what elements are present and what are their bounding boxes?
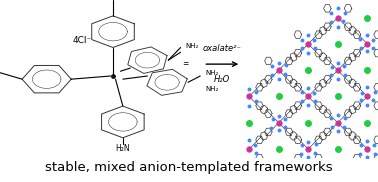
Text: stable, mixed anion-templated frameworks: stable, mixed anion-templated frameworks (45, 161, 333, 174)
Text: oxalate²⁻: oxalate²⁻ (203, 44, 242, 53)
Text: H₂O: H₂O (214, 75, 230, 84)
Text: 4Cl⁻: 4Cl⁻ (73, 36, 92, 45)
Text: NH₂: NH₂ (186, 43, 199, 49)
Text: =: = (182, 59, 189, 68)
Text: NH₂: NH₂ (205, 70, 218, 76)
Text: NH₂: NH₂ (205, 86, 218, 92)
Text: H₂N: H₂N (116, 144, 130, 153)
